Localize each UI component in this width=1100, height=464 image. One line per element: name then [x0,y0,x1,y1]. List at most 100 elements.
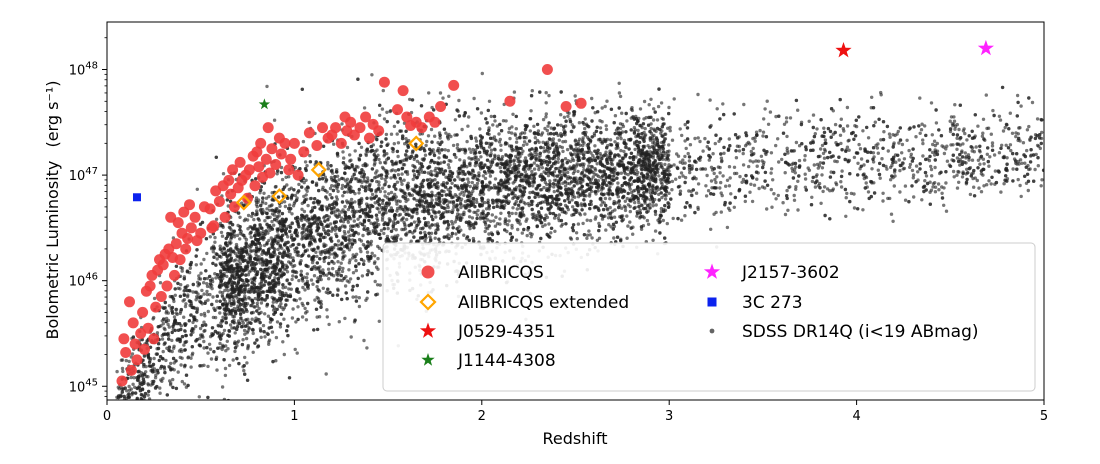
sdss-point [242,368,246,373]
sdss-point [784,120,789,124]
sdss-point [875,146,880,150]
sdss-point [1011,167,1015,171]
sdss-point [119,358,124,362]
sdss-point [543,126,547,131]
sdss-point [558,172,562,177]
sdss-point [387,219,392,224]
sdss-point [570,157,575,161]
sdss-point [327,255,331,260]
sdss-point [251,350,255,354]
sdss-point [758,128,762,133]
sdss-point [238,237,242,241]
sdss-point [953,127,957,131]
sdss-point [396,154,400,159]
sdss-point [120,366,125,371]
sdss-point [473,163,477,168]
sdss-point [920,198,924,202]
sdss-point [115,402,118,405]
sdss-point [556,157,560,161]
sdss-point [523,156,528,160]
sdss-point [118,441,121,444]
sdss-point [565,147,570,152]
sdss-point [881,199,885,203]
sdss-point [921,141,925,146]
sdss-point [206,364,210,369]
sdss-point [129,411,132,414]
sdss-point [1035,143,1040,148]
sdss-point [115,431,118,434]
sdss-point [205,284,210,289]
sdss-point [496,154,501,158]
sdss-point [282,317,286,321]
sdss-point [623,199,627,203]
sdss-cloud [115,71,1044,444]
sdss-point [218,311,222,315]
sdss-point [1023,161,1027,165]
sdss-point [189,365,193,369]
sdss-point [467,156,471,160]
sdss-point [220,385,225,389]
sdss-point [683,154,687,159]
sdss-point [337,320,341,324]
sdss-point [467,115,471,119]
sdss-point [680,133,684,138]
sdss-point [587,229,591,233]
sdss-point [422,190,426,194]
sdss-point [176,286,180,290]
sdss-point [202,339,206,344]
sdss-point [861,208,865,212]
sdss-point [263,312,267,316]
sdss-point [348,153,352,157]
sdss-point [444,131,448,135]
sdss-point [683,122,687,127]
sdss-point [696,182,701,186]
sdss-point [753,139,757,143]
sdss-point [655,189,659,193]
sdss-point [300,207,304,211]
sdss-point [633,147,637,152]
sdss-point [898,168,902,173]
sdss-point [135,409,138,412]
sdss-point [712,171,716,176]
sdss-point [997,151,1002,155]
sdss-point [936,182,941,186]
sdss-point [510,223,514,228]
sdss-point [140,411,143,414]
sdss-point [345,199,349,203]
sdss-point [892,184,896,188]
sdss-point [303,160,308,164]
sdss-point [613,114,618,118]
sdss-point [335,215,340,219]
sdss-point [610,162,615,167]
sdss-point [429,169,433,174]
sdss-point [921,138,925,142]
sdss-point [743,199,747,204]
sdss-point [984,93,988,97]
sdss-point [929,101,934,105]
sdss-point [360,274,365,278]
sdss-point [852,155,857,160]
sdss-point [306,203,310,208]
sdss-point [466,124,470,128]
sdss-point [588,218,593,223]
sdss-point [429,231,434,235]
sdss-point [776,193,780,198]
sdss-point [527,203,531,208]
sdss-point [585,233,590,237]
sdss-point [870,95,874,100]
sdss-point [649,122,653,126]
sdss-point [357,191,361,195]
sdss-point [144,370,148,374]
sdss-point [326,163,330,167]
sdss-point [289,233,294,237]
sdss-point [374,175,378,179]
sdss-point [511,112,515,117]
sdss-point [688,170,692,175]
sdss-point [437,156,441,160]
sdss-point [1005,156,1009,160]
sdss-point [411,177,415,182]
sdss-point [247,326,251,330]
sdss-point [202,363,206,367]
sdss-point [681,158,685,162]
sdss-point [492,219,496,223]
